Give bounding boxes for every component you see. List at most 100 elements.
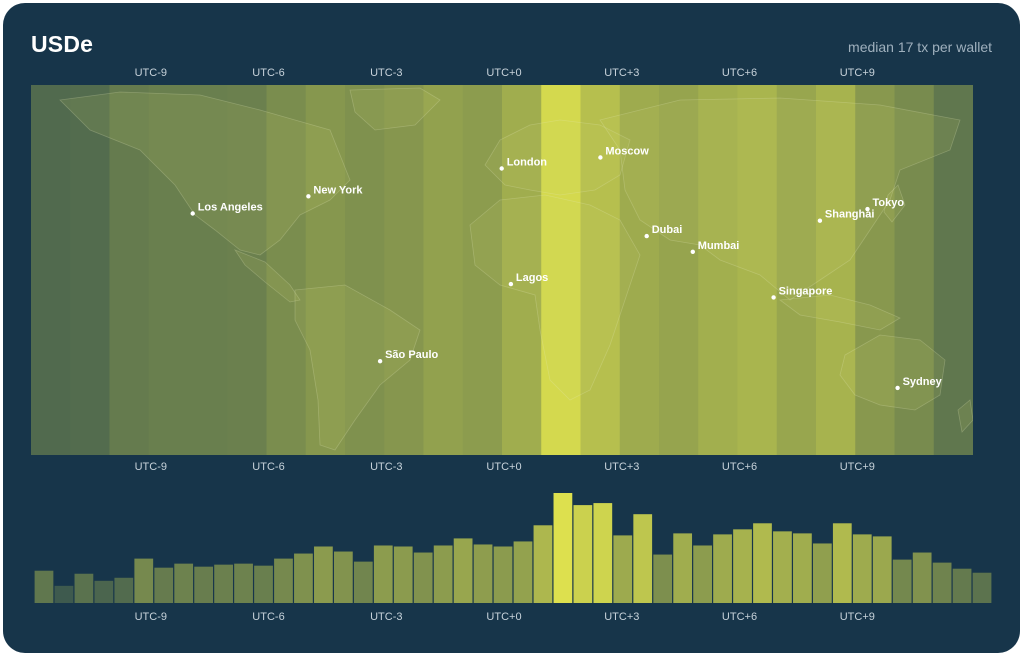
city-label: Mumbai xyxy=(698,240,740,252)
city-dot xyxy=(817,218,823,223)
city-label: Lagos xyxy=(516,272,548,284)
bar xyxy=(812,543,832,603)
land-africa xyxy=(469,194,641,401)
city-dot xyxy=(895,385,900,391)
bar xyxy=(613,535,633,603)
city-label: Dubai xyxy=(652,224,683,236)
bar xyxy=(234,563,253,603)
land-japan xyxy=(883,184,906,223)
map-bottom-axis: UTC-9 UTC-6 UTC-3 UTC+0 UTC+3 UTC+6 UTC+9 xyxy=(135,461,875,473)
city-label: New York xyxy=(313,184,363,196)
bar xyxy=(34,570,54,603)
bar xyxy=(333,551,353,603)
timezone-band xyxy=(31,85,71,455)
city-markers: Los Angeles New York São Paulo London Lagos M… xyxy=(190,146,943,391)
timezone-band xyxy=(502,85,542,455)
chart-subtitle: median 17 tx per wallet xyxy=(848,39,992,55)
timezone-band xyxy=(855,85,895,455)
tick-label: UTC-6 xyxy=(252,67,284,79)
city-dot xyxy=(644,233,649,239)
city-label: Shanghai xyxy=(825,209,875,221)
timezone-band xyxy=(345,85,385,455)
city-label: Tokyo xyxy=(873,197,905,209)
bar xyxy=(274,558,293,603)
land-australia xyxy=(839,334,946,411)
tick-label: UTC+0 xyxy=(486,461,521,473)
bar xyxy=(633,514,653,603)
bar xyxy=(713,534,732,603)
tick-label: UTC-6 xyxy=(252,461,284,473)
bar xyxy=(573,505,593,603)
bar xyxy=(892,559,912,603)
tick-label: UTC+6 xyxy=(722,461,757,473)
bar xyxy=(154,567,174,603)
tick-label: UTC+6 xyxy=(722,67,757,79)
timezone-band xyxy=(619,85,660,455)
bar xyxy=(593,503,613,603)
top-axis: UTC-9 UTC-6 UTC-3 UTC+0 UTC+3 UTC+6 UTC+9 xyxy=(135,67,875,79)
bar xyxy=(353,561,373,603)
land-europe xyxy=(484,119,631,196)
tick-label: UTC+9 xyxy=(840,611,875,623)
tick-label: UTC-6 xyxy=(252,611,284,623)
city-dot xyxy=(598,155,603,160)
timezone-band xyxy=(148,85,189,455)
timezone-band xyxy=(305,85,346,455)
bar-series xyxy=(34,493,992,603)
bar xyxy=(194,566,214,603)
bar xyxy=(453,538,473,603)
timezone-band xyxy=(894,85,935,455)
tick-label: UTC-3 xyxy=(370,67,402,79)
city-dot xyxy=(508,281,514,287)
bar xyxy=(114,577,134,603)
timezone-band xyxy=(698,85,738,455)
world-map: Los Angeles New York São Paulo London Lagos M… xyxy=(31,85,973,455)
bar xyxy=(254,565,273,603)
bar xyxy=(553,493,573,603)
timezone-band xyxy=(109,85,150,455)
city-label: Los Angeles xyxy=(198,202,263,214)
timezone-band xyxy=(188,85,228,455)
bar xyxy=(214,564,233,603)
timezone-band xyxy=(580,85,621,455)
bar xyxy=(693,545,712,603)
tick-label: UTC-9 xyxy=(135,461,167,473)
bar xyxy=(174,563,194,603)
city-label: Moscow xyxy=(605,146,649,158)
bar xyxy=(872,536,892,603)
tick-label: UTC+3 xyxy=(604,461,639,473)
bar xyxy=(533,525,553,603)
city-label: Sydney xyxy=(903,376,943,388)
city-dot xyxy=(190,211,195,216)
bar xyxy=(932,562,952,603)
bar xyxy=(74,573,94,603)
bar xyxy=(793,533,812,603)
tick-label: UTC+0 xyxy=(486,611,521,623)
city-dot xyxy=(499,166,504,171)
land-greenland xyxy=(349,87,441,131)
timezone-band xyxy=(227,85,267,455)
bar xyxy=(294,553,313,603)
land-indonesia xyxy=(778,294,901,331)
bar xyxy=(972,572,992,603)
land-asia xyxy=(599,97,961,301)
city-dot xyxy=(690,249,695,254)
bar xyxy=(134,558,154,603)
bar xyxy=(393,546,413,603)
land-north-america xyxy=(59,91,351,256)
city-label: São Paulo xyxy=(385,349,438,361)
city-label: Singapore xyxy=(779,285,833,297)
tick-label: UTC-9 xyxy=(135,67,167,79)
timezone-band xyxy=(737,85,778,455)
bar xyxy=(852,534,872,603)
bar xyxy=(653,554,673,603)
bar xyxy=(912,552,932,603)
city-dot xyxy=(865,206,870,212)
tick-label: UTC+9 xyxy=(840,67,875,79)
bar xyxy=(773,531,792,603)
chart-title: USDe xyxy=(31,31,94,57)
tick-label: UTC+9 xyxy=(840,461,875,473)
timezone-bands xyxy=(31,85,973,455)
bar xyxy=(952,568,972,603)
